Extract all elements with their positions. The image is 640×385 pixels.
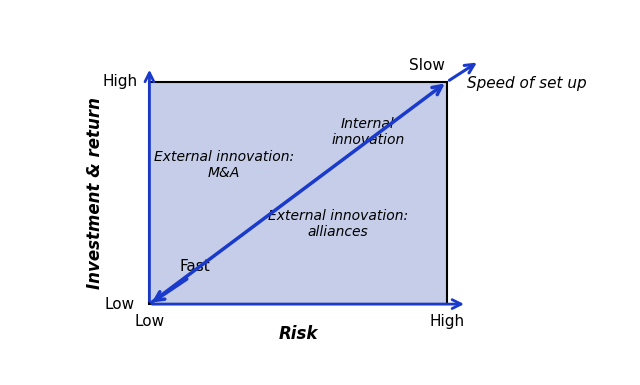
Text: High: High bbox=[102, 74, 137, 89]
Text: Slow: Slow bbox=[409, 58, 445, 73]
Text: External innovation:
M&A: External innovation: M&A bbox=[154, 150, 294, 180]
Text: Speed of set up: Speed of set up bbox=[467, 76, 586, 91]
Text: Low: Low bbox=[134, 315, 164, 330]
Bar bbox=[150, 82, 447, 304]
Text: Fast: Fast bbox=[179, 259, 210, 275]
Text: High: High bbox=[429, 315, 465, 330]
Text: Risk: Risk bbox=[278, 325, 318, 343]
Text: External innovation:
alliances: External innovation: alliances bbox=[268, 209, 408, 239]
Text: Investment & return: Investment & return bbox=[86, 97, 104, 289]
Text: Low: Low bbox=[104, 296, 135, 311]
Text: Internal
innovation: Internal innovation bbox=[331, 117, 404, 147]
